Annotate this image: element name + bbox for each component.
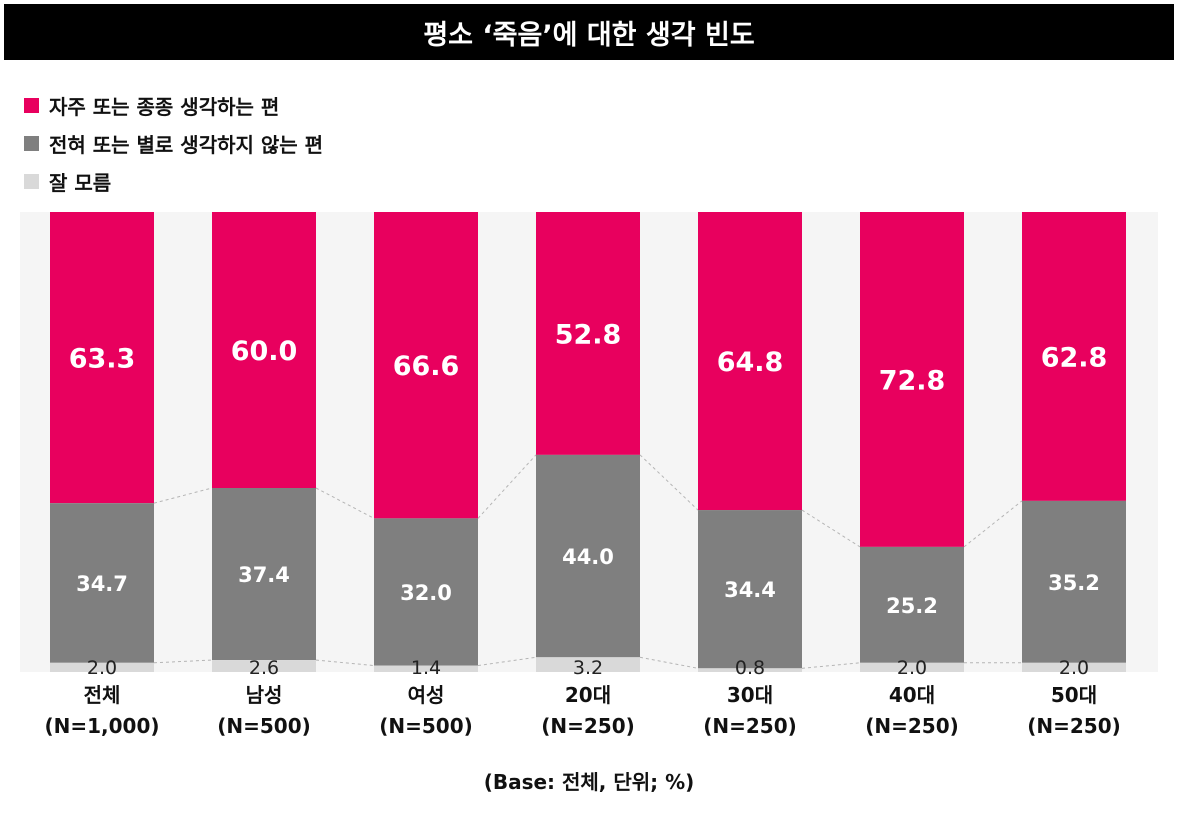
bar-segment-rarely bbox=[212, 488, 316, 661]
value-label-unknown: 2.6 bbox=[249, 657, 279, 679]
category-label: (N=250) bbox=[541, 714, 635, 738]
legend-item-rarely: 전혀 또는 별로 생각하지 않는 편 bbox=[24, 124, 323, 162]
bar-segment-often bbox=[860, 212, 964, 547]
value-label-unknown: 0.8 bbox=[735, 657, 765, 679]
connector-line bbox=[477, 656, 537, 667]
legend-swatch-rarely bbox=[24, 135, 39, 151]
category-label: 전체 bbox=[84, 683, 121, 707]
connector-line bbox=[639, 656, 699, 669]
category-label: 여성 bbox=[408, 683, 445, 707]
bar-segment-unknown bbox=[536, 657, 640, 672]
bar-segment-unknown bbox=[1022, 662, 1126, 672]
bar-segment-unknown bbox=[212, 660, 316, 672]
legend: 자주 또는 종종 생각하는 편 전혀 또는 별로 생각하지 않는 편 잘 모름 bbox=[24, 86, 323, 200]
category-label: (N=250) bbox=[1027, 714, 1121, 738]
legend-item-unknown: 잘 모름 bbox=[24, 162, 323, 200]
legend-swatch-unknown bbox=[24, 173, 39, 189]
legend-swatch-often bbox=[24, 97, 39, 113]
value-label-rarely: 34.7 bbox=[76, 572, 128, 596]
bar-segment-unknown bbox=[860, 662, 964, 672]
footnote: (Base: 전체, 단위; %) bbox=[483, 770, 695, 794]
connector-line bbox=[153, 659, 213, 664]
value-label-rarely: 35.2 bbox=[1048, 571, 1100, 595]
value-label-rarely: 44.0 bbox=[562, 545, 614, 569]
bar-segment-rarely bbox=[536, 454, 640, 658]
connector-line bbox=[477, 454, 537, 519]
category-label: 20대 bbox=[565, 683, 611, 707]
bar-segment-rarely bbox=[374, 518, 478, 666]
value-label-rarely: 32.0 bbox=[400, 581, 452, 605]
category-label: (N=250) bbox=[865, 714, 959, 738]
bar-segment-unknown bbox=[50, 662, 154, 672]
bar-segment-rarely bbox=[1022, 500, 1126, 663]
bar-segment-rarely bbox=[860, 546, 964, 663]
legend-item-often: 자주 또는 종종 생각하는 편 bbox=[24, 86, 323, 124]
category-label: 50대 bbox=[1051, 683, 1097, 707]
bar-segment-often bbox=[536, 212, 640, 455]
value-label-rarely: 25.2 bbox=[886, 594, 938, 618]
bar-segment-unknown bbox=[698, 668, 802, 672]
connector-line bbox=[963, 500, 1023, 548]
value-label-often: 60.0 bbox=[231, 336, 298, 367]
bar-segment-often bbox=[698, 212, 802, 511]
bar-segment-rarely bbox=[50, 503, 154, 663]
bar-segment-often bbox=[1022, 212, 1126, 501]
value-label-often: 52.8 bbox=[555, 319, 622, 350]
bar-segment-often bbox=[50, 212, 154, 504]
connector-line bbox=[153, 487, 213, 504]
value-label-often: 64.8 bbox=[717, 347, 784, 378]
category-label: (N=1,000) bbox=[44, 714, 159, 738]
category-label: (N=250) bbox=[703, 714, 797, 738]
value-label-unknown: 2.0 bbox=[87, 657, 117, 679]
stacked-bar-chart: 63.3 34.7 2.0 전체 (N=1,000) 60.0 37.4 2.6 남성 (N=50… bbox=[20, 212, 1158, 738]
bar-segment-rarely bbox=[698, 510, 802, 669]
category-label: 40대 bbox=[889, 683, 935, 707]
connector-line bbox=[639, 454, 699, 511]
chart-title: 평소 ‘죽음’에 대한 생각 빈도 bbox=[4, 4, 1174, 60]
value-label-unknown: 2.0 bbox=[1059, 657, 1089, 679]
value-label-unknown: 1.4 bbox=[411, 657, 441, 679]
bar-segment-unknown bbox=[374, 665, 478, 672]
value-label-unknown: 2.0 bbox=[897, 657, 927, 679]
category-label: (N=500) bbox=[379, 714, 473, 738]
value-label-often: 72.8 bbox=[879, 365, 946, 396]
value-label-unknown: 3.2 bbox=[573, 657, 603, 679]
legend-label-unknown: 잘 모름 bbox=[49, 170, 112, 195]
category-label: 30대 bbox=[727, 683, 773, 707]
category-label: (N=500) bbox=[217, 714, 311, 738]
connector-line bbox=[315, 487, 375, 519]
category-label: 남성 bbox=[246, 683, 283, 707]
value-label-often: 63.3 bbox=[69, 344, 136, 375]
value-label-often: 62.8 bbox=[1041, 342, 1108, 373]
connector-line bbox=[801, 662, 861, 669]
legend-label-often: 자주 또는 종종 생각하는 편 bbox=[49, 94, 280, 119]
value-label-often: 66.6 bbox=[393, 351, 460, 382]
value-label-rarely: 34.4 bbox=[724, 578, 776, 602]
legend-label-rarely: 전혀 또는 별로 생각하지 않는 편 bbox=[49, 132, 324, 157]
bar-segment-often bbox=[374, 212, 478, 519]
bar-segment-often bbox=[212, 212, 316, 488]
connector-line bbox=[315, 659, 375, 667]
value-label-rarely: 37.4 bbox=[238, 563, 290, 587]
